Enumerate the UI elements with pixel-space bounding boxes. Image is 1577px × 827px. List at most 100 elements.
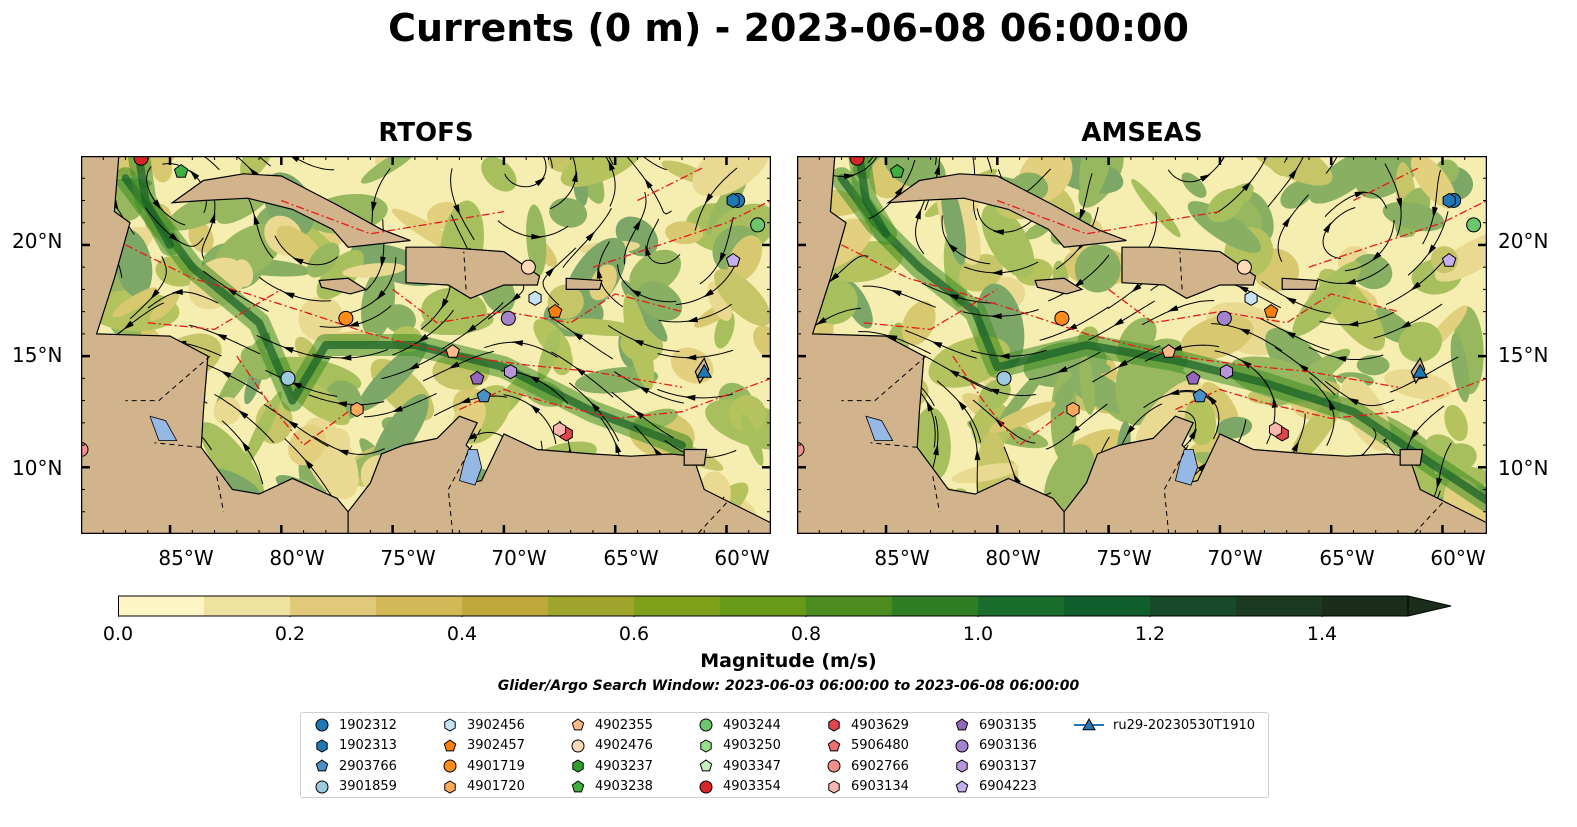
main-title: Currents (0 m) - 2023-06-08 06:00:00 xyxy=(388,6,1189,50)
float-marker-4903354 xyxy=(849,156,865,166)
legend-item: 6903134 xyxy=(825,777,909,797)
current-core-1 xyxy=(134,156,174,249)
lon-tick-rtofs-80: 80°W xyxy=(269,546,325,570)
legend-label: 2903766 xyxy=(339,758,397,774)
legend-marker-icon xyxy=(315,718,329,732)
float-marker-2903766 xyxy=(476,388,492,403)
legend-item: 4903238 xyxy=(569,777,653,797)
legend-item: 4902476 xyxy=(569,736,653,756)
float-marker-6903137 xyxy=(504,364,518,380)
lake-maracaibo xyxy=(458,449,483,486)
eez-line-6 xyxy=(1308,199,1487,268)
amseas-map[interactable] xyxy=(797,156,1487,534)
legend-label: 4903250 xyxy=(723,738,781,753)
legend-label: 4902476 xyxy=(595,738,653,753)
magnitude-colorbar xyxy=(118,595,1452,617)
float-marker-3902456 xyxy=(528,290,542,306)
border-line-1 xyxy=(870,442,918,448)
eez-line-5 xyxy=(1353,166,1421,202)
land-puerto-rico xyxy=(1281,277,1319,290)
float-marker-3902456 xyxy=(1244,290,1258,306)
legend-item: 4903237 xyxy=(569,756,653,776)
float-marker-4903238 xyxy=(889,163,905,178)
minor-ticks xyxy=(797,156,1487,534)
float-marker-1902313 xyxy=(726,192,740,209)
lon-tick-amseas-85: 85°W xyxy=(874,546,930,570)
legend-marker-icon xyxy=(444,718,456,732)
legend-label: 6903136 xyxy=(979,738,1037,753)
float-marker-3902457 xyxy=(547,303,563,318)
lon-tick-amseas-65: 65°W xyxy=(1319,546,1375,570)
eez-line-6 xyxy=(592,199,771,268)
legend-label: 3901859 xyxy=(339,779,397,794)
lon-tick-amseas-80: 80°W xyxy=(985,546,1041,570)
float-marker-1902313 xyxy=(1442,192,1456,209)
colorbar-extend-arrow xyxy=(1407,595,1452,617)
colorbar-tick-label: 0.4 xyxy=(446,623,478,645)
float-marker-6904223 xyxy=(1441,252,1457,267)
legend-item: 4903347 xyxy=(697,756,781,776)
colorbar-segment-4 xyxy=(462,596,549,616)
legend-marker-icon xyxy=(1074,717,1104,731)
float-marker-4903354 xyxy=(133,156,149,166)
eez-line-3 xyxy=(863,288,998,331)
legend-item: 3902456 xyxy=(441,715,525,735)
legend-item: 6903135 xyxy=(953,715,1037,735)
colorbar-segment-2 xyxy=(290,596,377,616)
legend-label: 4903354 xyxy=(723,779,781,794)
border-line-2 xyxy=(932,476,940,512)
lat-tick-right-10: 10°N xyxy=(1498,456,1549,480)
colorbar-tick-label: 0.2 xyxy=(274,623,306,645)
lon-tick-rtofs-65: 65°W xyxy=(603,546,659,570)
eez-line-4 xyxy=(1175,377,1487,420)
legend-item: 2903766 xyxy=(313,756,397,776)
legend-marker-icon xyxy=(699,759,713,772)
current-core-0 xyxy=(837,174,1487,505)
legend-label: 3902457 xyxy=(467,738,525,753)
colorbar-segment-14 xyxy=(1322,596,1409,616)
legend-item: 4901720 xyxy=(441,777,525,797)
float-marker-4902355 xyxy=(445,344,460,358)
land-hispaniola xyxy=(405,246,541,299)
float-marker-2903766 xyxy=(1192,388,1208,403)
colorbar-segment-10 xyxy=(978,596,1065,616)
legend-marker-icon xyxy=(571,739,585,752)
colorbar-segment-9 xyxy=(892,596,979,616)
legend: 1902312 1902313 2903766 3901859 3902456 39024… xyxy=(300,712,1269,798)
legend-item: 4903244 xyxy=(697,715,781,735)
border-line-5 xyxy=(463,251,467,290)
land xyxy=(81,156,771,534)
legend-label: 1902313 xyxy=(339,738,397,753)
legend-label: 6902766 xyxy=(851,758,909,774)
border-line-3 xyxy=(1163,427,1199,534)
legend-item: 3901859 xyxy=(313,777,397,797)
legend-label: ru29-20230530T1910 xyxy=(1113,717,1256,733)
land-jamaica xyxy=(1034,277,1084,295)
legend-item: 1902312 xyxy=(313,715,397,735)
lake-nicaragua xyxy=(149,415,178,442)
eez-line-7 xyxy=(997,199,1221,235)
colorbar-segment-5 xyxy=(548,596,635,616)
legend-label: 5906480 xyxy=(851,738,909,753)
float-marker-3901859 xyxy=(996,370,1012,386)
legend-label: 1902312 xyxy=(339,717,397,733)
legend-label: 4902355 xyxy=(595,717,653,733)
float-marker-6903135 xyxy=(1185,370,1201,385)
legend-label: 4903347 xyxy=(723,758,781,774)
legend-item: 4903629 xyxy=(825,715,909,735)
rtofs-map[interactable] xyxy=(81,156,771,534)
legend-item: 6903137 xyxy=(953,756,1037,776)
land-jamaica xyxy=(318,277,368,295)
lat-tick-left-15: 15°N xyxy=(12,343,63,367)
float-marker-6902766 xyxy=(81,442,89,458)
float-marker-ru29-20230530T1910 xyxy=(696,363,713,378)
minor-ticks xyxy=(81,156,771,534)
search-window-caption: Glider/Argo Search Window: 2023-06-03 06… xyxy=(497,678,1080,694)
colorbar-tick-label: 1.4 xyxy=(1306,623,1338,645)
legend-marker-icon xyxy=(699,780,713,793)
colorbar-outline xyxy=(118,595,1408,617)
float-marker-6903134 xyxy=(1269,421,1283,438)
colorbar-segment-11 xyxy=(1064,596,1151,616)
lat-tick-left-20: 20°N xyxy=(12,229,63,253)
rtofs-panel-title: RTOFS xyxy=(378,118,474,148)
